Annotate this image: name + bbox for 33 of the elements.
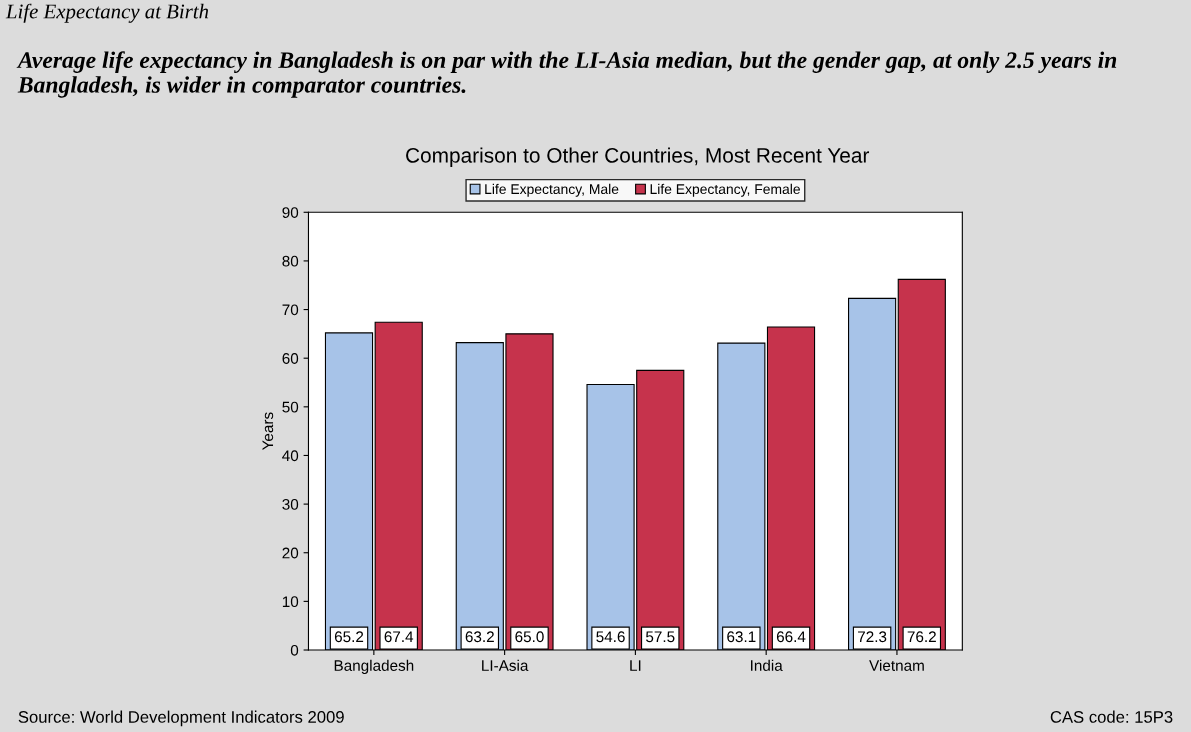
chart-title: Comparison to Other Countries, Most Recent Year xyxy=(406,147,870,167)
data-label: 76.2 xyxy=(907,631,936,643)
x-tick-label: LI-Asia xyxy=(482,659,529,671)
text: CAS code: 15P3 xyxy=(1050,710,1173,723)
y-tick-label: 20 xyxy=(282,547,299,559)
y-tick-label: 60 xyxy=(282,353,299,364)
y-axis-title: Years xyxy=(262,412,274,451)
source-note: Source: World Development Indicators 2009 xyxy=(18,710,344,727)
data-label: 72.3 xyxy=(858,631,887,643)
chart-subtitle: Average life expectancy in Bangladesh is on par with the LI-Asia median, but the gender gap, at only 2.5 years in Bangladesh, is wider in comparator countries. xyxy=(16,51,1117,98)
y-tick-label: 90 xyxy=(282,207,299,218)
x-tick-label: Bangladesh xyxy=(334,659,414,674)
data-label: 63.1 xyxy=(727,631,756,643)
y-tick-label: 50 xyxy=(282,401,299,413)
legend-label: Life Expectancy, Female xyxy=(650,183,800,197)
y-tick-label: 40 xyxy=(282,450,299,462)
data-label: 63.2 xyxy=(465,631,494,643)
data-label: 65.0 xyxy=(515,631,544,643)
data-label: 54.6 xyxy=(596,631,625,643)
y-tick-label: 10 xyxy=(282,596,299,608)
data-label: 66.4 xyxy=(776,631,806,643)
y-tick-label: 70 xyxy=(282,304,299,316)
y-tick-label: 30 xyxy=(282,498,299,510)
x-tick-label: LI xyxy=(630,660,641,671)
data-label: 57.5 xyxy=(645,631,675,643)
y-tick-label: 80 xyxy=(282,255,299,267)
data-label: 65.2 xyxy=(334,631,364,643)
x-tick-label: Vietnam xyxy=(869,659,924,671)
y-tick-label: 0 xyxy=(290,644,299,656)
legend-label: Life Expectancy, Male xyxy=(485,183,619,197)
text: Life Expectancy at Birth xyxy=(5,3,209,23)
data-label: 67.4 xyxy=(384,631,414,643)
x-tick-label: India xyxy=(751,659,783,671)
